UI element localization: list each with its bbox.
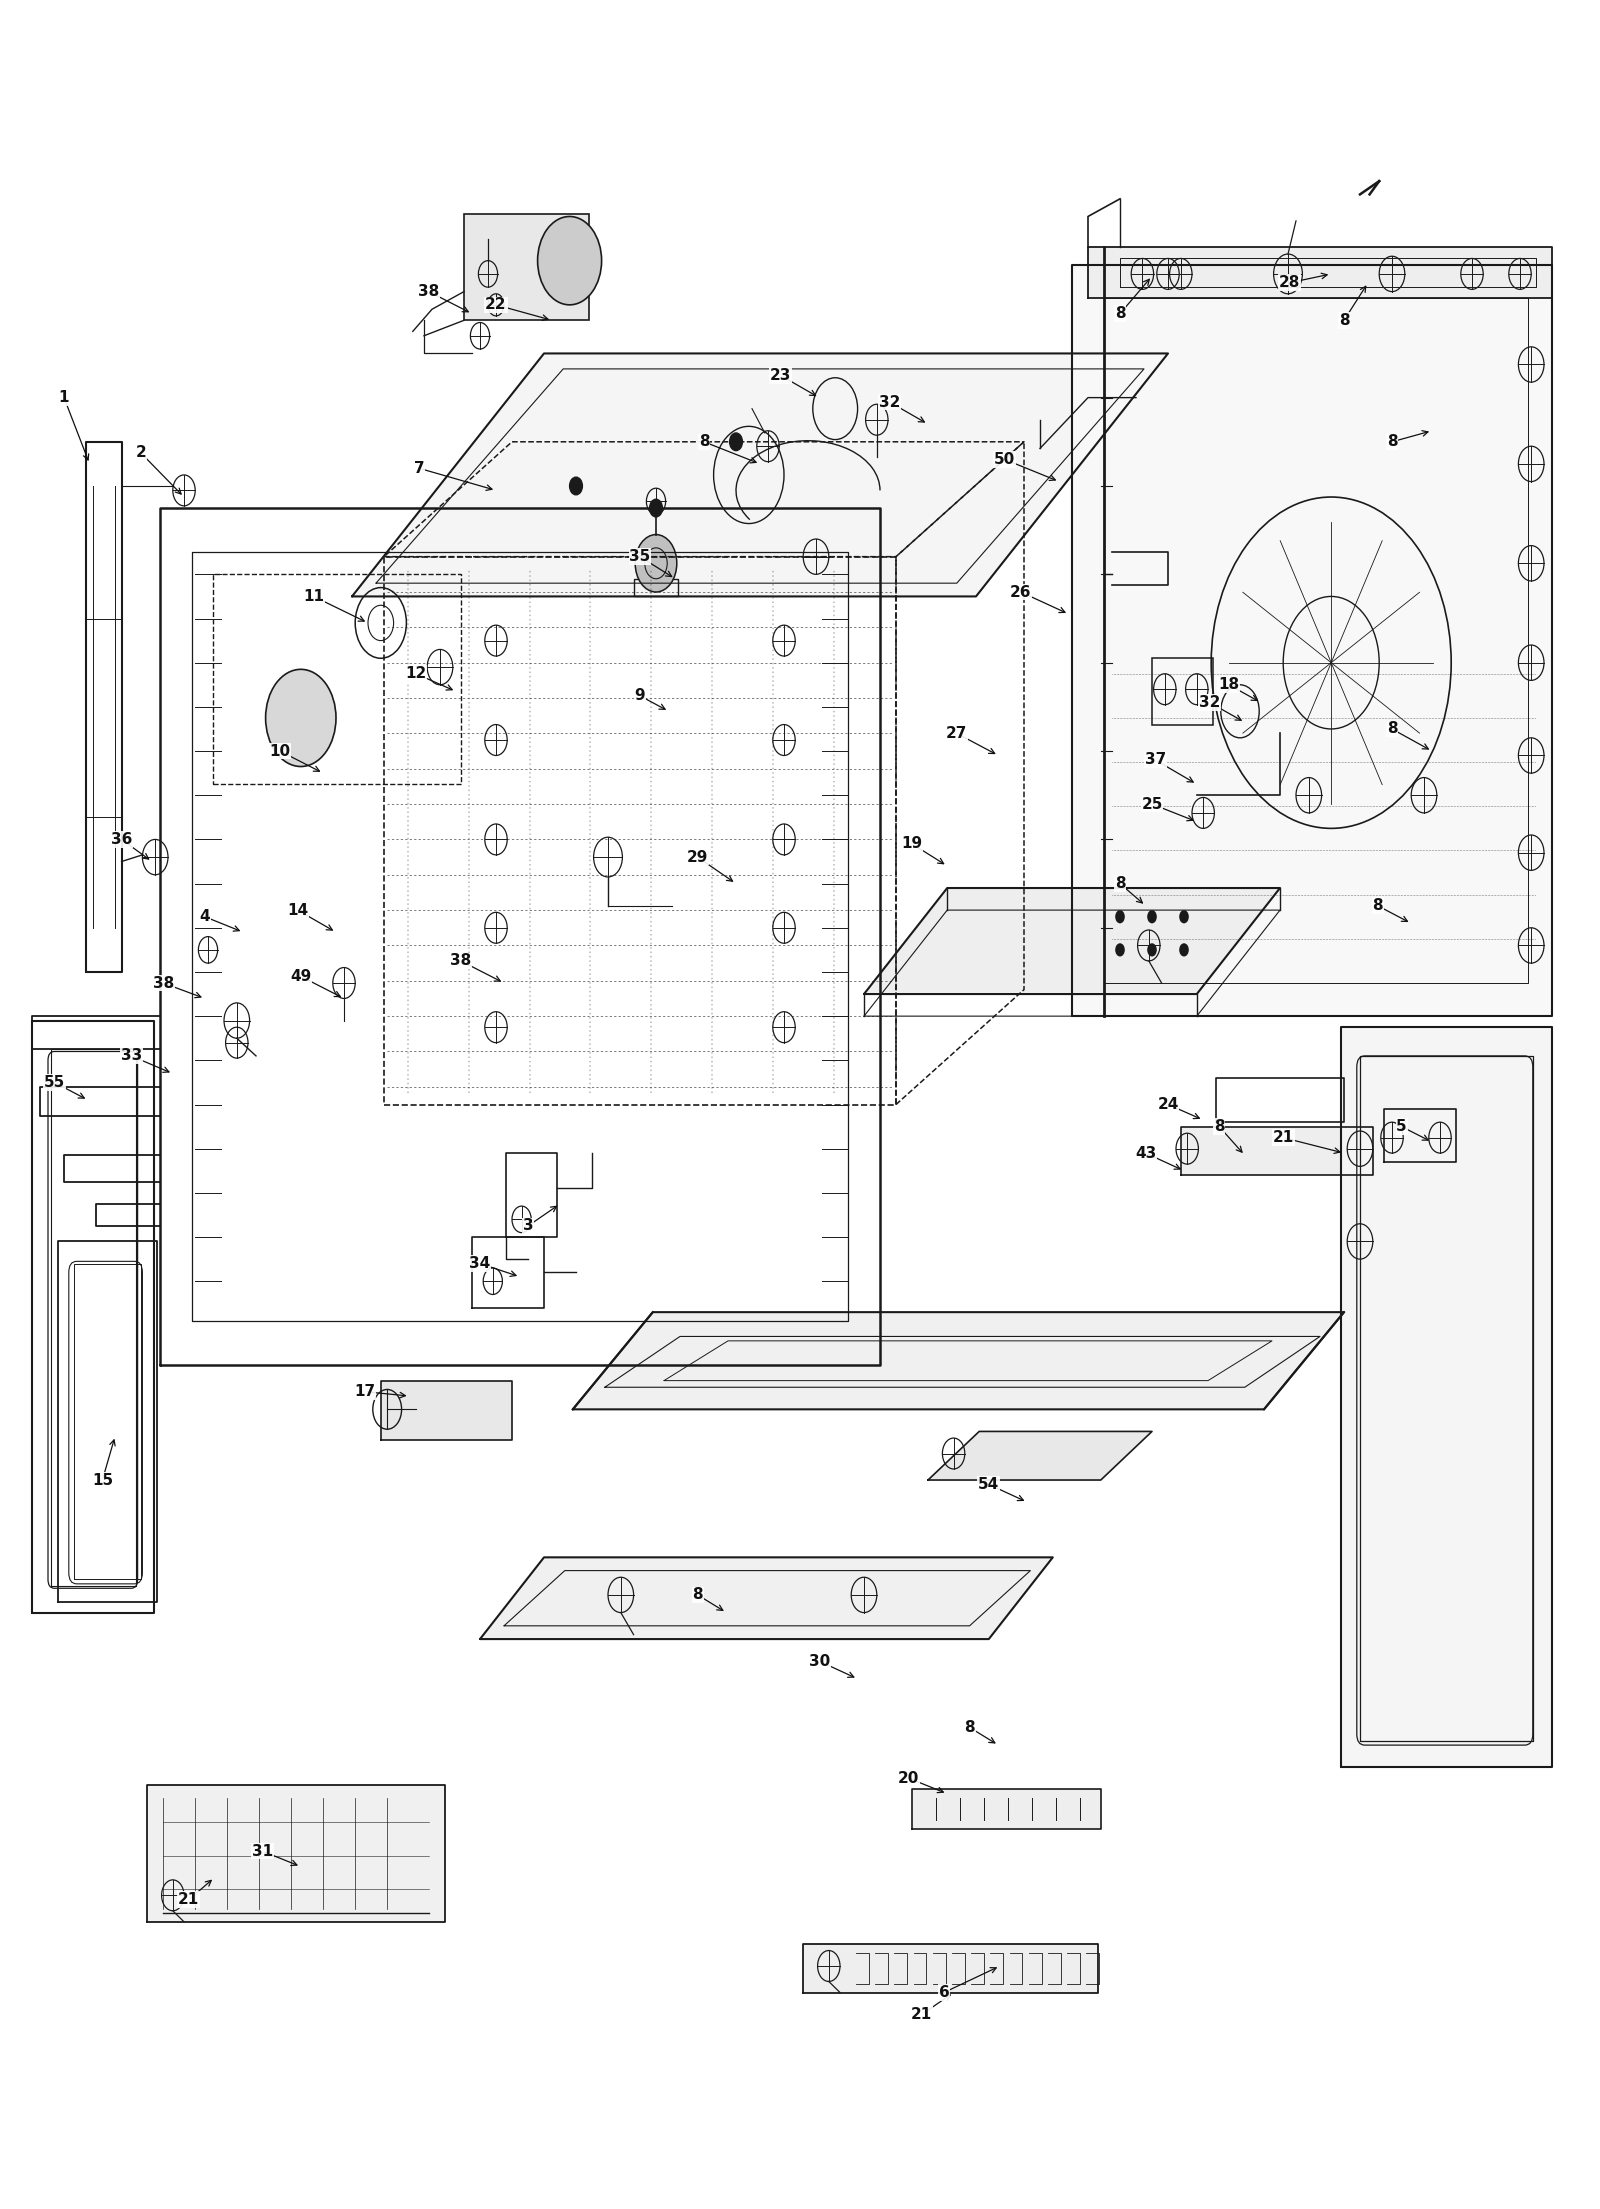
Text: 31: 31	[251, 1845, 274, 1858]
Text: 5: 5	[1397, 1120, 1406, 1133]
Text: 8: 8	[1339, 314, 1349, 327]
Bar	[384, 557, 896, 1104]
Text: 2: 2	[136, 446, 146, 459]
Text: 55: 55	[43, 1076, 66, 1089]
Polygon shape	[912, 1789, 1101, 1829]
Polygon shape	[1072, 265, 1552, 1016]
Polygon shape	[573, 1312, 1344, 1409]
Text: 26: 26	[1010, 585, 1032, 599]
Text: 22: 22	[485, 298, 507, 311]
Text: 35: 35	[629, 550, 651, 563]
Text: 28: 28	[1278, 276, 1301, 289]
Text: 25: 25	[1141, 797, 1163, 811]
Polygon shape	[1341, 1027, 1552, 1767]
Polygon shape	[1181, 1127, 1373, 1175]
Text: 6: 6	[939, 1986, 949, 1999]
Circle shape	[1179, 910, 1189, 923]
Text: 34: 34	[469, 1257, 491, 1270]
Text: 24: 24	[1157, 1098, 1179, 1111]
Circle shape	[266, 669, 336, 767]
Circle shape	[1147, 910, 1157, 923]
Text: 8: 8	[1115, 877, 1125, 890]
Bar	[213, 574, 461, 784]
Text: 21: 21	[1272, 1131, 1294, 1144]
Text: 38: 38	[152, 976, 174, 990]
Text: 54: 54	[978, 1478, 1000, 1491]
Text: 4: 4	[200, 910, 210, 923]
Circle shape	[650, 499, 662, 517]
Text: 8: 8	[1373, 899, 1382, 912]
Text: 38: 38	[450, 954, 472, 968]
Text: 37: 37	[1144, 753, 1166, 767]
Text: 8: 8	[1387, 435, 1397, 448]
Circle shape	[1115, 943, 1125, 956]
Text: 8: 8	[1387, 722, 1397, 736]
Polygon shape	[381, 1381, 512, 1440]
Text: 9: 9	[635, 689, 645, 702]
Text: 32: 32	[1198, 696, 1221, 709]
Polygon shape	[803, 1944, 1098, 1993]
Text: 10: 10	[269, 744, 291, 758]
Text: 33: 33	[120, 1049, 142, 1063]
Text: 38: 38	[418, 285, 440, 298]
Circle shape	[570, 477, 582, 495]
Text: 8: 8	[699, 435, 709, 448]
Bar	[634, 579, 678, 596]
Bar	[1152, 658, 1213, 725]
Text: 17: 17	[354, 1385, 376, 1398]
Text: 8: 8	[1115, 307, 1125, 320]
Polygon shape	[864, 888, 1280, 994]
Polygon shape	[352, 353, 1168, 596]
Text: 49: 49	[290, 970, 312, 983]
Text: 1: 1	[59, 391, 69, 404]
Text: 14: 14	[286, 903, 309, 917]
Text: 36: 36	[110, 833, 133, 846]
Polygon shape	[928, 1431, 1152, 1480]
Text: 7: 7	[414, 462, 424, 475]
Text: 23: 23	[770, 369, 792, 382]
Text: 19: 19	[901, 837, 923, 850]
Text: 15: 15	[91, 1473, 114, 1487]
Text: 8: 8	[965, 1721, 974, 1734]
Text: 18: 18	[1218, 678, 1240, 691]
Text: 8: 8	[693, 1588, 702, 1602]
Text: 29: 29	[686, 850, 709, 864]
Circle shape	[1147, 943, 1157, 956]
Text: 50: 50	[994, 453, 1016, 466]
Text: 30: 30	[808, 1655, 830, 1668]
Polygon shape	[1088, 247, 1552, 298]
Polygon shape	[147, 1785, 445, 1922]
Polygon shape	[480, 1557, 1053, 1639]
Circle shape	[1115, 910, 1125, 923]
Text: 3: 3	[523, 1219, 533, 1233]
Circle shape	[635, 535, 677, 592]
Text: 12: 12	[405, 667, 427, 680]
Circle shape	[1179, 943, 1189, 956]
Circle shape	[730, 433, 742, 451]
Bar	[464, 214, 589, 320]
Text: 21: 21	[178, 1893, 200, 1906]
Text: 8: 8	[1214, 1120, 1224, 1133]
Text: 21: 21	[910, 2008, 933, 2021]
Text: 20: 20	[898, 1772, 920, 1785]
Text: 32: 32	[878, 395, 901, 409]
Text: 11: 11	[302, 590, 325, 603]
Text: 43: 43	[1134, 1146, 1157, 1160]
Text: 27: 27	[946, 727, 968, 740]
Polygon shape	[1384, 1109, 1456, 1162]
Circle shape	[538, 216, 602, 305]
